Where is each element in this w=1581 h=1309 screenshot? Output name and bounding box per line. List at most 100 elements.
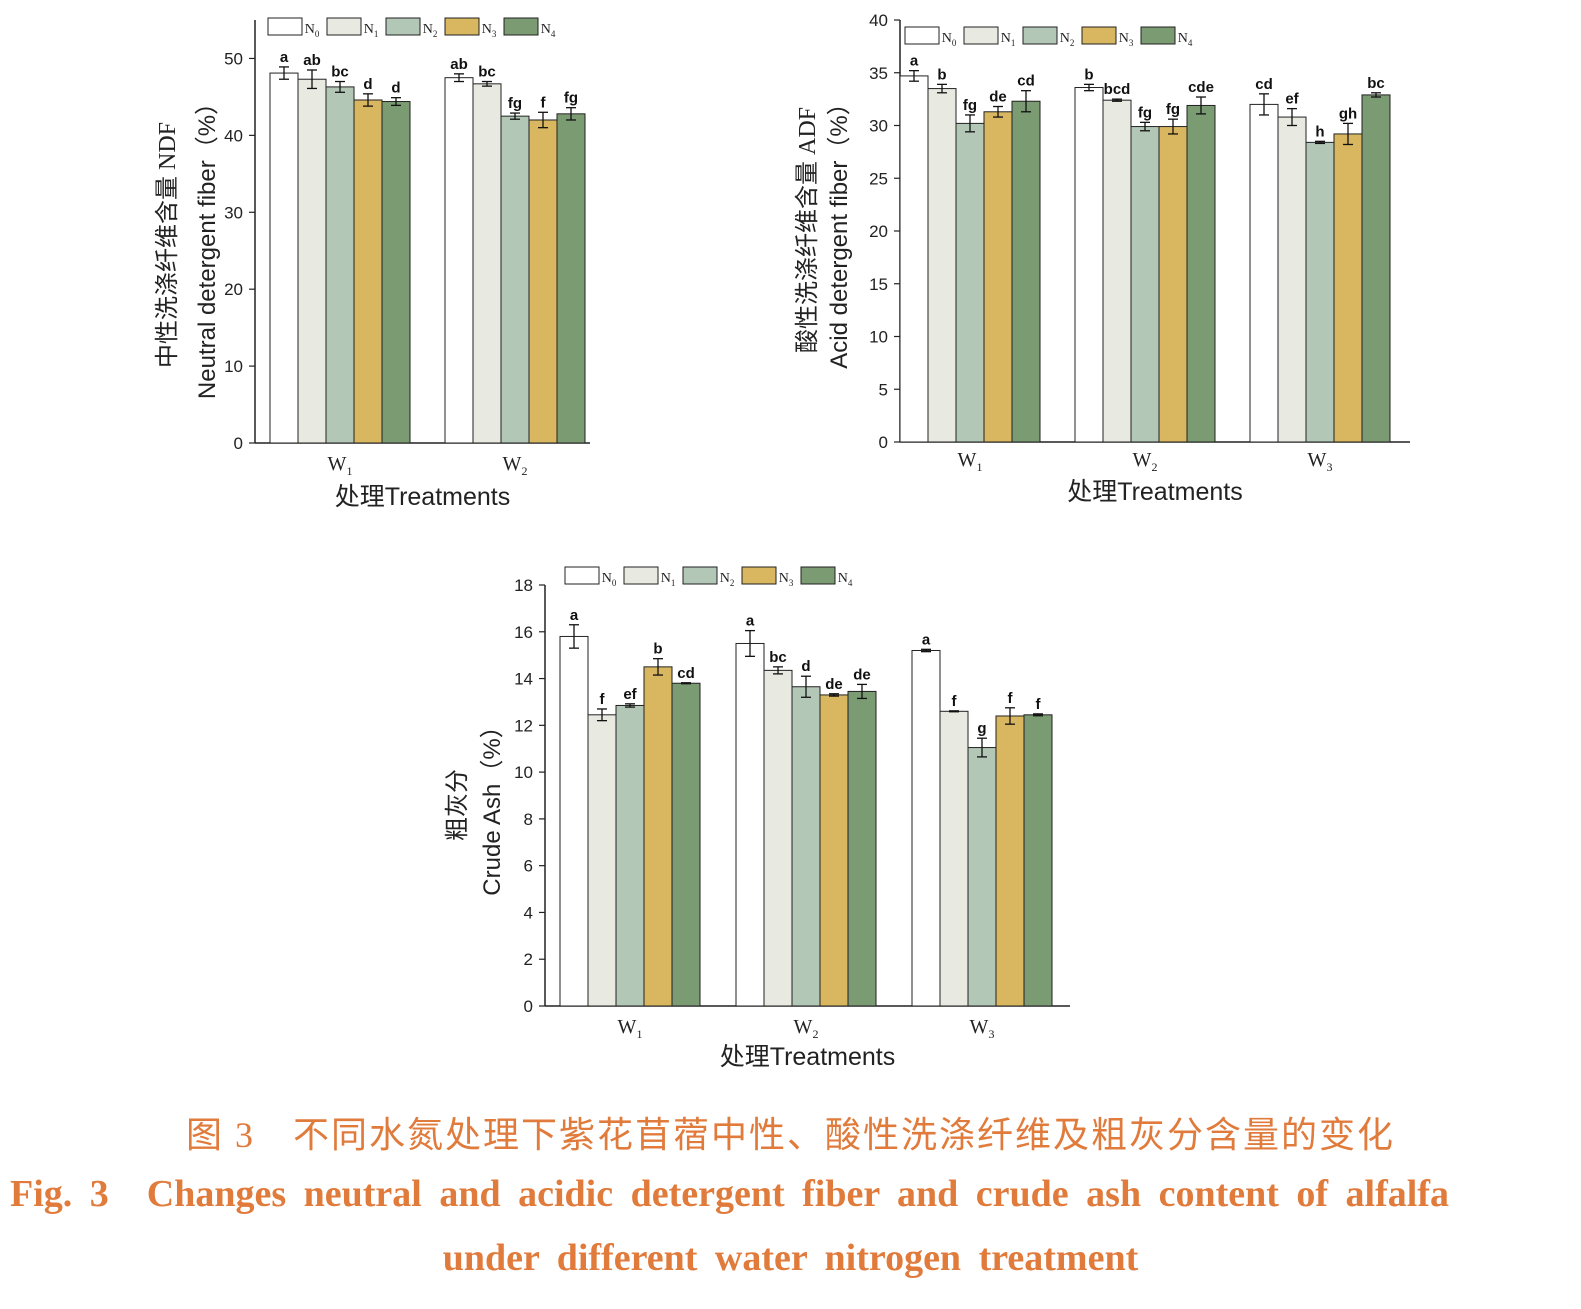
legend-swatch-n3 [741,566,777,585]
significance-letter: fg [963,97,977,114]
bar-n0-w2 [735,642,765,1007]
significance-letter: b [1084,66,1093,83]
significance-letter: bc [478,64,496,81]
y-tick-label: 14 [514,670,533,689]
bar-n2-w2 [791,686,821,1007]
x-tick-label-w1: W1 [328,453,353,478]
bar-n3-w2 [1158,126,1188,443]
bar-n4-w1 [671,682,701,1007]
significance-letter: gh [1339,105,1357,122]
y-axis-title-en: Neutral detergent fiber（%） [194,91,221,399]
bar-n3-w2 [528,119,558,444]
y-tick-label: 6 [524,857,533,876]
y-axis-title-en: Acid detergent fiber（%） [826,91,853,368]
x-axis-title: 处理Treatments [720,1043,896,1071]
bar-n4-w2 [847,690,877,1007]
y-tick-label: 0 [879,433,888,452]
significance-letter: a [746,613,755,630]
legend-swatch-n0 [564,566,600,585]
bar-n2-w3 [1305,141,1335,443]
significance-letter: ab [303,52,321,69]
y-axis-title-cn: 中性洗涤纤维含量 NDF [154,122,181,368]
significance-letter: g [977,720,986,737]
legend-swatch-n2 [682,566,718,585]
caption-text-en-line2: under different water nitrogen treatment [442,1237,1139,1279]
y-tick-label: 30 [224,203,243,222]
significance-letter: a [910,53,919,70]
significance-letter: a [922,631,931,648]
significance-letter: f [541,94,547,111]
bar-n1-w2 [472,83,502,444]
bar-n4-w2 [1186,104,1216,443]
bar-n2-w1 [955,122,985,443]
caption-text-en-line1: Changes neutral and acidic detergent fib… [146,1173,1449,1215]
figure-caption-english-line2: under different water nitrogen treatment [0,1236,1581,1280]
legend-swatch-n1 [326,17,362,36]
significance-letter: d [801,658,810,675]
y-tick-label: 8 [524,810,533,829]
chart-ash: 0 2 4 6 8 10 12 14 16 18 粗灰分 Crude Ash（%） a a a f bc f ef d… [420,555,1090,1085]
y-tick-label: 10 [224,357,243,376]
figure-caption-english: Fig. 3 Changes neutral and acidic deterge… [10,1172,1570,1216]
bar-n3-w2 [819,694,849,1007]
bar-n0-w1 [269,72,299,444]
legend-swatch-n1 [963,26,999,45]
significance-letter: ef [1285,91,1299,108]
bar-n1-w1 [297,78,327,444]
y-tick-label: 0 [234,434,243,453]
y-tick-label: 30 [869,117,888,136]
legend-label-n1: N1 [364,22,379,39]
y-tick-label: 0 [524,997,533,1016]
x-tick-label-w2: W2 [794,1016,819,1041]
bar-n3-w3 [1333,133,1363,443]
legend-label-n3: N3 [779,571,794,588]
y-tick-label: 40 [869,11,888,30]
x-axis-title: 处理Treatments [1067,478,1243,506]
significance-letter: b [937,66,946,83]
bar-n0-w1 [899,75,929,443]
legend-label-n2: N2 [423,22,438,39]
legend-swatch-n2 [385,17,421,36]
legend-label-n4: N4 [541,22,556,39]
legend-swatch-n4 [1140,26,1176,45]
bar-n1-w1 [927,88,957,443]
significance-letter: de [989,89,1007,106]
bar-n4-w1 [381,101,411,444]
significance-letter: f [952,693,958,710]
bar-n1-w2 [1102,99,1132,443]
significance-letter: bc [769,649,787,666]
legend-label-n3: N3 [482,22,497,39]
legend-label-n0: N0 [602,571,617,588]
y-axis-title-en: Crude Ash（%） [479,714,506,895]
significance-letter: f [1008,690,1014,707]
bar-n3-w3 [995,715,1025,1007]
significance-letter: cd [1017,73,1035,90]
legend-swatch-n2 [1022,26,1058,45]
x-tick-label-w3: W3 [1308,449,1333,474]
x-tick-label-w1: W1 [618,1016,643,1041]
x-tick-label-w1: W1 [958,449,983,474]
bar-n0-w1 [559,635,589,1007]
significance-letter: f [600,691,606,708]
bar-n3-w1 [353,99,383,444]
bar-n0-w3 [911,649,941,1007]
bar-n3-w1 [643,666,673,1007]
y-tick-label: 10 [514,763,533,782]
significance-letter: a [570,607,579,624]
significance-letter: d [391,80,400,97]
significance-letter: b [653,641,662,658]
y-axis-title-cn: 酸性洗涤纤维含量 ADF [794,107,821,353]
bar-n1-w2 [763,669,793,1007]
significance-letter: fg [508,95,522,112]
significance-letter: h [1315,123,1324,140]
bar-n4-w2 [556,113,586,444]
significance-letter: de [853,666,871,683]
significance-letter: cd [677,665,695,682]
y-tick-label: 20 [869,222,888,241]
x-tick-label-w2: W2 [503,453,528,478]
bar-n1-w3 [939,710,969,1007]
y-tick-label: 4 [524,903,533,922]
y-axis-title-cn: 粗灰分 [444,769,471,841]
bar-n2-w1 [325,86,355,444]
chart-adf: 0 5 10 15 20 25 30 35 40 酸性洗涤纤维含量 ADF Acid deterge… [775,0,1425,520]
